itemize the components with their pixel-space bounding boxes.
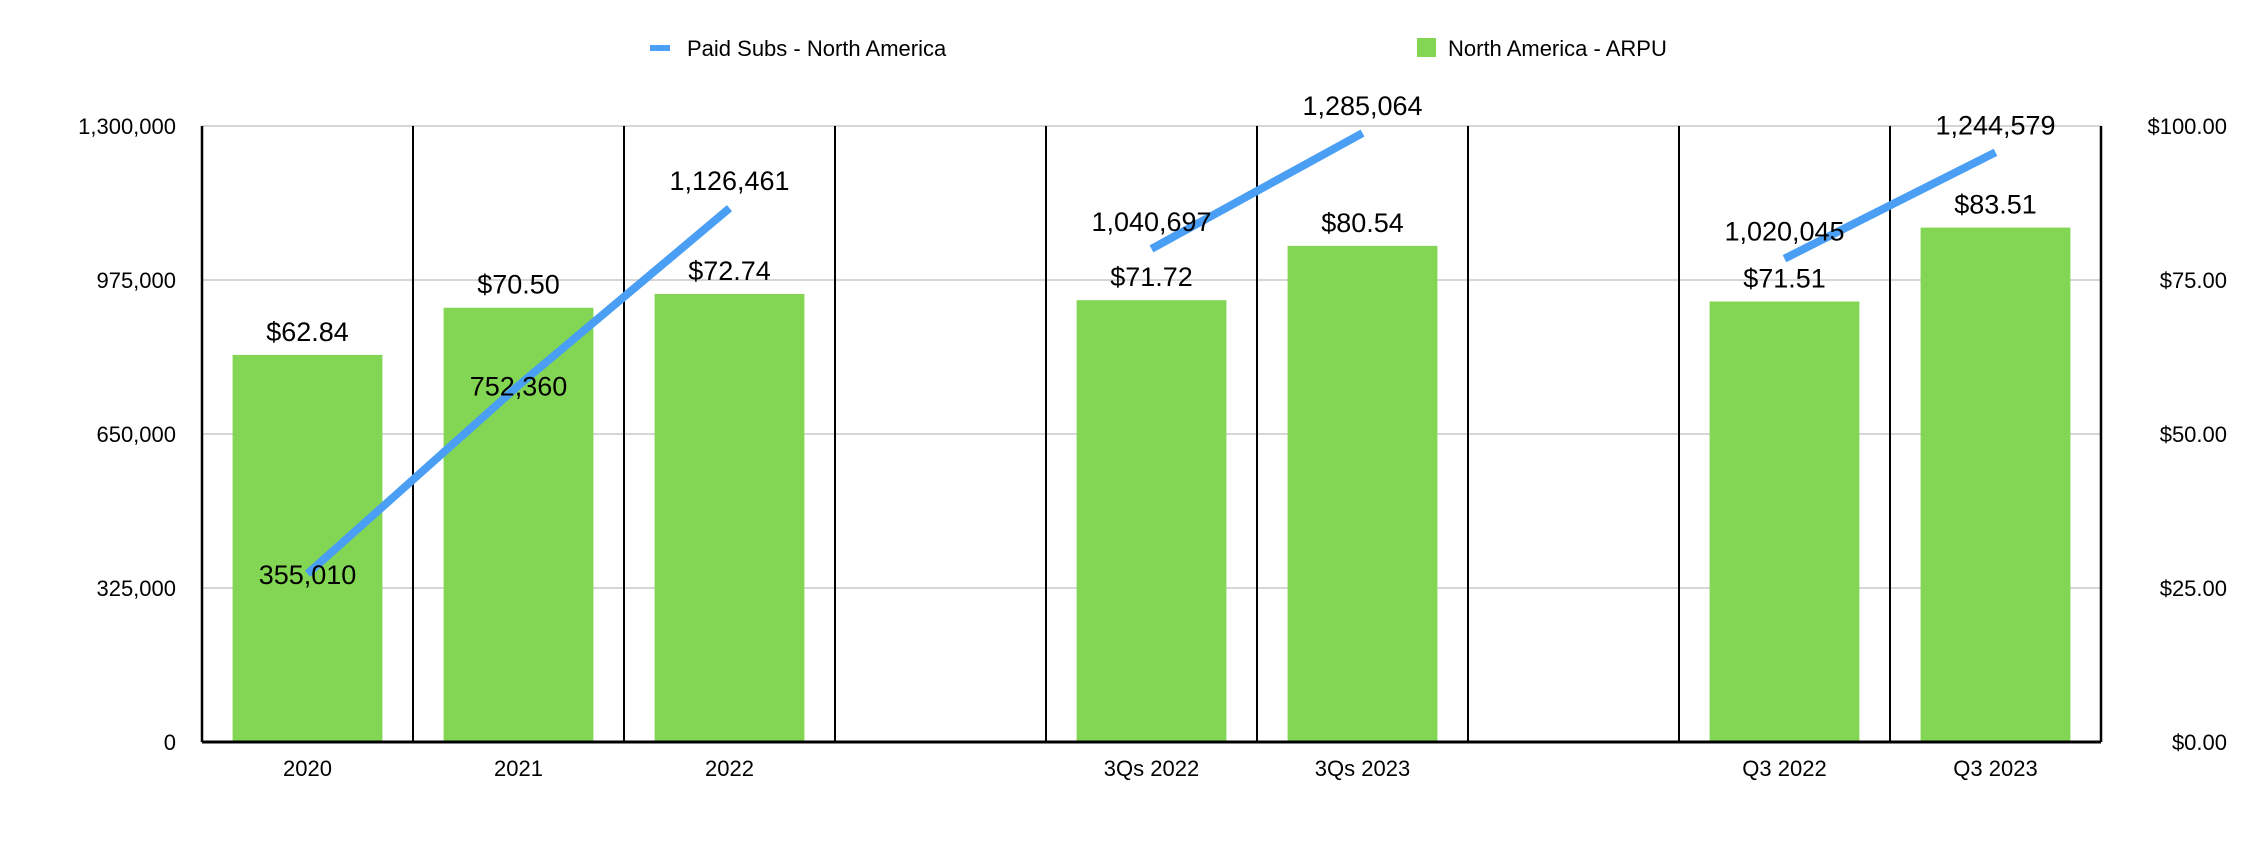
arpu-bar	[654, 293, 805, 742]
x-axis-tick-label: 2022	[705, 756, 754, 781]
category-separators	[200, 126, 2103, 742]
arpu-data-label: $62.84	[266, 317, 349, 347]
x-axis-tick-label: 2021	[494, 756, 543, 781]
x-axis-tick-label: Q3 2022	[1742, 756, 1826, 781]
arpu-bar	[1287, 245, 1438, 742]
x-axis-tick-label: 3Qs 2022	[1104, 756, 1199, 781]
x-axis-tick-label: 2020	[283, 756, 332, 781]
left-axis-tick-label: 650,000	[96, 422, 176, 447]
paid-subs-line	[304, 205, 733, 577]
legend-label-arpu: North America - ARPU	[1448, 36, 1667, 61]
legend: Paid Subs - North America North America …	[650, 36, 1667, 61]
arpu-bar	[1920, 227, 2071, 743]
paid-subs-data-label: 1,126,461	[669, 166, 789, 196]
right-axis-tick-label: $75.00	[2160, 268, 2227, 293]
legend-bar-swatch	[1417, 38, 1436, 57]
paid-subs-data-label: 1,244,579	[1935, 110, 2055, 140]
paid-subs-data-label: 1,020,045	[1724, 217, 1844, 247]
right-axis-tick-label: $0.00	[2172, 730, 2227, 755]
arpu-bar	[443, 307, 594, 742]
legend-label-paid-subs: Paid Subs - North America	[687, 36, 947, 61]
right-axis-tick-label: $100.00	[2147, 114, 2227, 139]
paid-subs-line	[1782, 148, 1998, 263]
left-axis-tick-label: 0	[164, 730, 176, 755]
arpu-bar	[232, 354, 383, 742]
arpu-data-label: $70.50	[477, 270, 560, 300]
paid-subs-data-label: 355,010	[259, 560, 357, 590]
arpu-data-label: $80.54	[1321, 208, 1404, 238]
axes: 0 325,000 650,000 975,000 1,300,000 $0.00 $25.…	[78, 114, 2227, 781]
paid-subs-data-label: 752,360	[470, 371, 568, 401]
x-axis-tick-label: 3Qs 2023	[1315, 756, 1410, 781]
data-labels: $62.84 $70.50 $72.74 $71.72 $80.54 $71.51 $83.…	[259, 91, 2056, 590]
paid-subs-data-label: 1,040,697	[1091, 207, 1211, 237]
left-axis-tick-label: 325,000	[96, 576, 176, 601]
paid-subs-data-label: 1,285,064	[1302, 91, 1422, 121]
arpu-data-label: $71.72	[1110, 262, 1193, 292]
arpu-bar	[1709, 301, 1860, 742]
arpu-data-label: $72.74	[688, 256, 771, 286]
lines	[304, 129, 1998, 577]
left-axis-tick-label: 1,300,000	[78, 114, 176, 139]
arpu-data-label: $83.51	[1954, 190, 2037, 220]
paid-subs-line	[1149, 129, 1365, 253]
right-axis-tick-label: $50.00	[2160, 422, 2227, 447]
legend-line-swatch	[650, 45, 670, 51]
arpu-bar	[1076, 300, 1227, 742]
bars	[232, 227, 2071, 743]
arpu-data-label: $71.51	[1743, 263, 1826, 293]
x-axis-tick-label: Q3 2023	[1953, 756, 2037, 781]
right-axis-tick-label: $25.00	[2160, 576, 2227, 601]
left-axis-tick-label: 975,000	[96, 268, 176, 293]
